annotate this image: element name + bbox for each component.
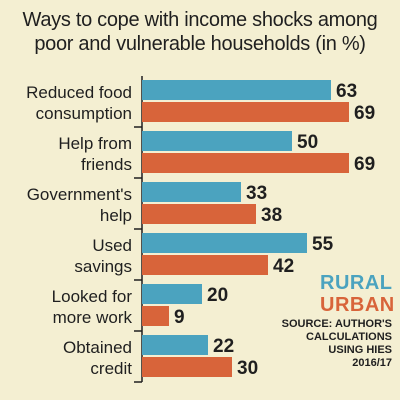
category-label-line: friends — [81, 155, 132, 174]
value-label-urban: 42 — [273, 256, 294, 277]
category-label: Obtained credit — [63, 338, 132, 378]
value-label-urban: 9 — [174, 307, 185, 328]
title-line-2: poor and vulnerable households (in %) — [34, 33, 366, 55]
bar-rural — [142, 335, 208, 355]
category-label-line: consumption — [36, 104, 132, 123]
source-line-3: USING HIES — [328, 344, 392, 356]
value-label-rural: 50 — [297, 132, 318, 153]
category-label-line: savings — [74, 257, 132, 276]
category-label-line: Reduced food — [26, 83, 132, 102]
source-line-1: SOURCE: AUTHOR'S — [281, 318, 392, 330]
category-label: Help from friends — [58, 134, 132, 174]
value-label-urban: 30 — [237, 358, 258, 379]
legend: RURAL URBAN — [320, 272, 395, 316]
bar-urban — [142, 102, 349, 122]
chart-title: Ways to cope with income shocks among po… — [0, 8, 400, 56]
value-label-rural: 55 — [312, 234, 334, 255]
bar-rural — [142, 80, 331, 100]
bar-rural — [142, 182, 241, 202]
category-label: Reduced food consumption — [26, 83, 132, 123]
value-label-urban: 69 — [354, 103, 375, 124]
source-note: SOURCE: AUTHOR'S CALCULATIONS USING HIES… — [280, 318, 392, 370]
bar-urban — [142, 204, 256, 224]
value-label-rural: 63 — [336, 81, 357, 102]
category-label: Used savings — [74, 236, 132, 276]
value-label-rural: 20 — [207, 285, 228, 306]
value-label-urban: 38 — [261, 205, 282, 226]
category-label-line: Government's — [27, 185, 132, 204]
category-label-line: help — [100, 206, 132, 225]
source-line-4: 2016/17 — [352, 357, 392, 369]
title-line-1: Ways to cope with income shocks among — [22, 9, 378, 31]
value-label-rural: 22 — [213, 336, 234, 357]
legend-urban: URBAN — [320, 294, 395, 316]
value-label-urban: 69 — [354, 154, 375, 175]
category-label-line: Help from — [58, 134, 132, 153]
category-label-line: Used — [92, 236, 132, 255]
legend-rural: RURAL — [320, 272, 393, 294]
category-label-line: credit — [90, 359, 132, 378]
bar-urban — [142, 306, 169, 326]
bar-urban — [142, 255, 268, 275]
category-label-line: Obtained — [63, 338, 132, 357]
category-label: Government's help — [27, 185, 132, 225]
category-label-line: more work — [53, 308, 133, 327]
bar-rural — [142, 284, 202, 304]
category-label-line: Looked for — [52, 287, 133, 306]
bar-urban — [142, 357, 232, 377]
bar-rural — [142, 131, 292, 151]
value-label-rural: 33 — [246, 183, 267, 204]
bar-rural — [142, 233, 307, 253]
source-line-2: CALCULATIONS — [306, 331, 392, 343]
bar-urban — [142, 153, 349, 173]
category-label: Looked for more work — [52, 287, 133, 327]
